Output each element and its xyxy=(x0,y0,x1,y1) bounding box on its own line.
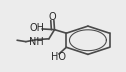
Text: HO: HO xyxy=(51,52,66,62)
Text: NH: NH xyxy=(29,37,44,47)
Text: O: O xyxy=(49,12,56,22)
Text: OH: OH xyxy=(30,23,45,33)
